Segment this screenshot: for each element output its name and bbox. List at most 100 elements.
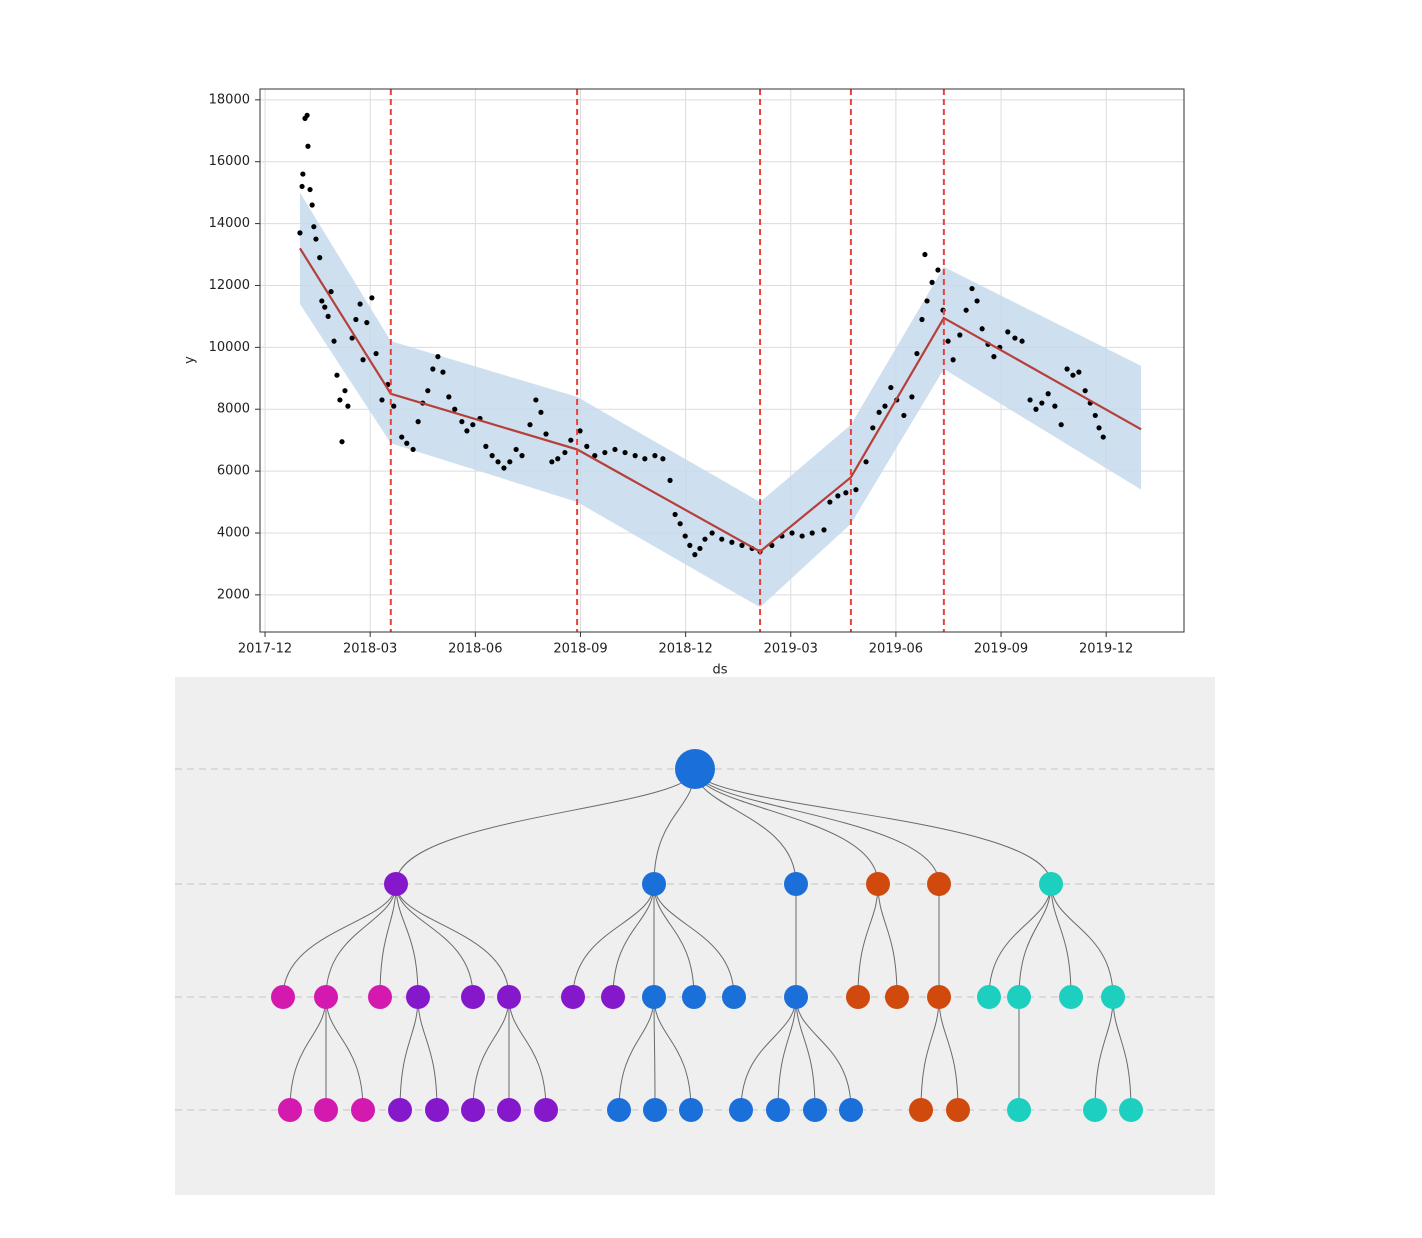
data-point bbox=[672, 511, 678, 518]
uncertainty-band bbox=[299, 192, 1142, 608]
data-point bbox=[577, 428, 583, 434]
data-point bbox=[1005, 329, 1011, 335]
data-point bbox=[379, 397, 385, 403]
tree-node bbox=[927, 872, 951, 896]
data-point bbox=[909, 394, 915, 400]
y-tick-label: 14000 bbox=[209, 216, 250, 231]
tree-node bbox=[946, 1098, 970, 1122]
tree-edge bbox=[395, 883, 510, 998]
data-point bbox=[991, 354, 997, 360]
data-point bbox=[667, 477, 673, 483]
data-point bbox=[835, 493, 841, 499]
tree-node bbox=[642, 985, 666, 1009]
data-point bbox=[313, 236, 319, 242]
y-tick-label: 16000 bbox=[209, 154, 250, 169]
data-point bbox=[1039, 400, 1045, 406]
data-point bbox=[364, 319, 370, 326]
tree-node bbox=[643, 1098, 667, 1122]
data-point bbox=[1027, 397, 1033, 403]
data-point bbox=[945, 338, 951, 344]
tree-node bbox=[729, 1098, 753, 1122]
data-point bbox=[555, 456, 561, 462]
data-point bbox=[870, 425, 876, 431]
tree-node bbox=[675, 749, 715, 789]
x-tick-label: 2019-09 bbox=[974, 642, 1028, 657]
data-point bbox=[357, 301, 363, 307]
data-point bbox=[533, 397, 539, 403]
data-point bbox=[373, 350, 379, 357]
data-point bbox=[929, 279, 935, 285]
data-point bbox=[692, 552, 698, 558]
tree-edge bbox=[694, 768, 1052, 885]
data-point bbox=[739, 542, 745, 548]
x-tick-label: 2018-12 bbox=[658, 642, 712, 657]
data-point bbox=[300, 171, 306, 177]
data-point bbox=[882, 403, 888, 409]
tree-node bbox=[784, 985, 808, 1009]
data-point bbox=[369, 295, 375, 301]
y-tick-label: 10000 bbox=[209, 340, 250, 355]
tree-node bbox=[1059, 985, 1083, 1009]
data-point bbox=[349, 335, 355, 341]
data-point bbox=[1100, 434, 1106, 440]
data-point bbox=[311, 224, 317, 230]
x-tick-label: 2018-06 bbox=[448, 642, 502, 657]
tree-node bbox=[846, 985, 870, 1009]
tree-node bbox=[384, 872, 408, 896]
data-point bbox=[963, 307, 969, 313]
data-point bbox=[317, 255, 323, 261]
data-point bbox=[328, 289, 334, 295]
x-tick-label: 2019-12 bbox=[1079, 642, 1133, 657]
tree-edge bbox=[1050, 883, 1114, 998]
y-tick-label: 4000 bbox=[217, 525, 250, 540]
data-point bbox=[969, 285, 975, 292]
data-point bbox=[562, 449, 568, 456]
data-point bbox=[345, 403, 351, 409]
data-point bbox=[853, 487, 859, 493]
tree-edge bbox=[1018, 883, 1052, 998]
data-point bbox=[339, 439, 345, 445]
data-point bbox=[297, 230, 303, 236]
data-point bbox=[799, 533, 805, 539]
tree-edge bbox=[572, 883, 655, 998]
data-point bbox=[1092, 412, 1098, 419]
plot-frame bbox=[259, 88, 1185, 633]
tree-edge bbox=[740, 996, 797, 1111]
data-point bbox=[622, 449, 628, 456]
tree-edge bbox=[795, 996, 852, 1111]
tree-node bbox=[314, 1098, 338, 1122]
data-point bbox=[334, 372, 340, 378]
data-point bbox=[827, 499, 833, 505]
data-point bbox=[1096, 425, 1102, 431]
tree-node bbox=[461, 985, 485, 1009]
data-point bbox=[519, 453, 525, 459]
data-point bbox=[719, 536, 725, 542]
data-point bbox=[1019, 338, 1025, 344]
tree-node bbox=[679, 1098, 703, 1122]
data-point bbox=[1076, 369, 1082, 375]
tree-node bbox=[497, 985, 521, 1009]
data-point bbox=[1070, 372, 1076, 378]
data-point bbox=[888, 384, 894, 391]
tree-edge bbox=[395, 883, 474, 998]
data-point bbox=[415, 419, 421, 425]
data-point bbox=[446, 394, 452, 400]
data-point bbox=[495, 459, 501, 465]
data-point bbox=[1033, 406, 1039, 412]
data-point bbox=[697, 545, 703, 552]
data-point bbox=[642, 456, 648, 462]
data-point bbox=[950, 357, 956, 363]
data-point bbox=[974, 298, 980, 304]
data-point bbox=[452, 406, 458, 412]
data-point bbox=[612, 446, 618, 453]
data-point bbox=[935, 267, 941, 273]
data-point bbox=[924, 298, 930, 304]
tree-node bbox=[351, 1098, 375, 1122]
tree-node bbox=[839, 1098, 863, 1122]
data-point bbox=[1064, 366, 1070, 372]
data-point bbox=[304, 112, 310, 118]
data-point bbox=[1045, 391, 1051, 397]
data-point bbox=[337, 397, 343, 403]
tree-edge bbox=[612, 883, 655, 998]
